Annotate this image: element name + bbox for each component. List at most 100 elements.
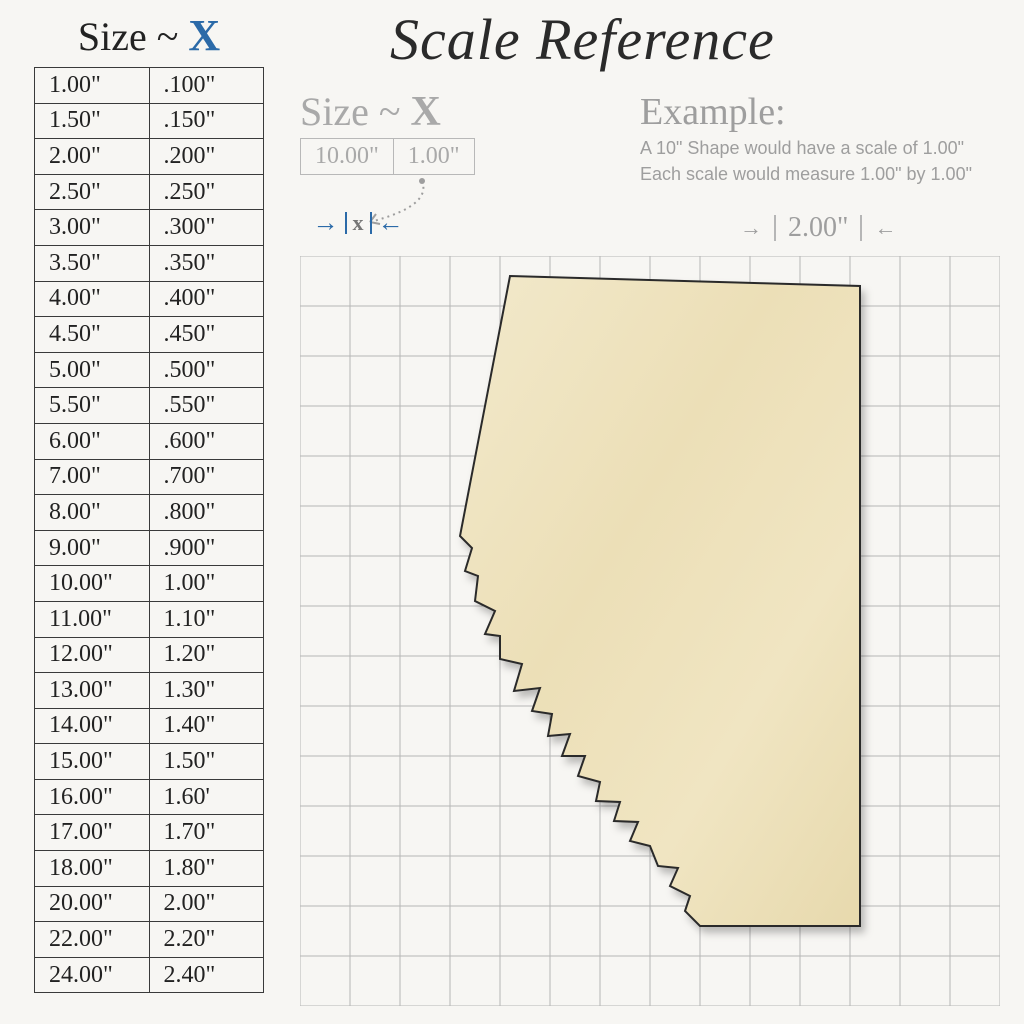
table-cell: 9.00"	[35, 530, 150, 566]
table-cell: .700"	[149, 459, 264, 495]
table-cell: 1.50"	[35, 103, 150, 139]
table-cell: 8.00"	[35, 495, 150, 531]
table-cell: 1.00"	[149, 566, 264, 602]
table-cell: 20.00"	[35, 886, 150, 922]
table-cell: .800"	[149, 495, 264, 531]
table-row: 3.50".350"	[35, 245, 264, 281]
table-row: 2.50".250"	[35, 174, 264, 210]
table-cell: 6.00"	[35, 423, 150, 459]
table-cell: .300"	[149, 210, 264, 246]
legend-size-prefix: Size ~	[300, 89, 411, 134]
table-cell: 2.00"	[35, 139, 150, 175]
table-cell: 7.00"	[35, 459, 150, 495]
table-cell: .200"	[149, 139, 264, 175]
scale-grid	[300, 256, 1000, 1006]
table-row: 9.00".900"	[35, 530, 264, 566]
table-cell: 2.20"	[149, 922, 264, 958]
table-cell: .100"	[149, 68, 264, 104]
table-cell: 1.10"	[149, 601, 264, 637]
x-marker-char: x	[353, 210, 364, 236]
table-row: 13.00"1.30"	[35, 673, 264, 709]
example-line2: Each scale would measure 1.00" by 1.00"	[640, 162, 1010, 186]
table-cell: .550"	[149, 388, 264, 424]
table-cell: 24.00"	[35, 957, 150, 993]
table-cell: 13.00"	[35, 673, 150, 709]
table-cell: 15.00"	[35, 744, 150, 780]
table-row: 7.00".700"	[35, 459, 264, 495]
two-inch-marker: → 2.00" ←	[740, 212, 896, 244]
table-row: 8.00".800"	[35, 495, 264, 531]
table-row: 5.50".550"	[35, 388, 264, 424]
x-marker-bar-left	[345, 212, 347, 234]
wood-shape	[460, 276, 860, 926]
legend-cell-scale: 1.00"	[394, 138, 475, 175]
table-cell: 1.30"	[149, 673, 264, 709]
table-cell: 12.00"	[35, 637, 150, 673]
page-title: Scale Reference	[390, 6, 775, 73]
table-cell: 4.00"	[35, 281, 150, 317]
table-cell: 1.50"	[149, 744, 264, 780]
table-cell: .350"	[149, 245, 264, 281]
table-row: 10.00"1.00"	[35, 566, 264, 602]
size-table-header-x: X	[188, 11, 220, 60]
table-row: 22.00"2.20"	[35, 922, 264, 958]
x-scale-marker: → x ←	[298, 210, 418, 236]
table-row: 16.00"1.60'	[35, 779, 264, 815]
two-inch-bar-left	[774, 215, 776, 241]
table-cell: .500"	[149, 352, 264, 388]
table-cell: .400"	[149, 281, 264, 317]
table-row: 24.00"2.40"	[35, 957, 264, 993]
table-cell: .250"	[149, 174, 264, 210]
table-cell: 1.00"	[35, 68, 150, 104]
table-cell: 2.40"	[149, 957, 264, 993]
table-row: 5.00".500"	[35, 352, 264, 388]
table-cell: 5.00"	[35, 352, 150, 388]
table-cell: .900"	[149, 530, 264, 566]
table-row: 1.00".100"	[35, 68, 264, 104]
table-cell: 1.60'	[149, 779, 264, 815]
table-row: 20.00"2.00"	[35, 886, 264, 922]
table-cell: 5.50"	[35, 388, 150, 424]
legend-cell-size: 10.00"	[300, 138, 394, 175]
table-cell: 1.80"	[149, 851, 264, 887]
arrow-left-icon: ←	[874, 215, 896, 241]
table-cell: 3.50"	[35, 245, 150, 281]
arrow-right-icon: →	[740, 215, 762, 241]
table-row: 3.00".300"	[35, 210, 264, 246]
table-row: 6.00".600"	[35, 423, 264, 459]
table-cell: 10.00"	[35, 566, 150, 602]
table-cell: 11.00"	[35, 601, 150, 637]
table-cell: .600"	[149, 423, 264, 459]
table-cell: .150"	[149, 103, 264, 139]
table-cell: .450"	[149, 317, 264, 353]
table-row: 11.00"1.10"	[35, 601, 264, 637]
table-cell: 22.00"	[35, 922, 150, 958]
table-row: 4.50".450"	[35, 317, 264, 353]
size-table: 1.00".100"1.50".150"2.00".200"2.50".250"…	[34, 67, 264, 993]
example-block: Example: A 10" Shape would have a scale …	[640, 90, 1010, 187]
table-cell: 2.00"	[149, 886, 264, 922]
table-row: 4.00".400"	[35, 281, 264, 317]
table-cell: 17.00"	[35, 815, 150, 851]
table-row: 18.00"1.80"	[35, 851, 264, 887]
table-cell: 2.50"	[35, 174, 150, 210]
table-cell: 4.50"	[35, 317, 150, 353]
table-cell: 18.00"	[35, 851, 150, 887]
table-cell: 1.40"	[149, 708, 264, 744]
table-cell: 3.00"	[35, 210, 150, 246]
size-table-header-prefix: Size ~	[78, 14, 189, 59]
table-cell: 1.70"	[149, 815, 264, 851]
x-marker-bar-right	[370, 212, 372, 234]
example-title: Example:	[640, 90, 1010, 134]
table-cell: 14.00"	[35, 708, 150, 744]
table-row: 17.00"1.70"	[35, 815, 264, 851]
table-cell: 1.20"	[149, 637, 264, 673]
legend-size-x: X	[411, 89, 441, 135]
table-cell: 16.00"	[35, 779, 150, 815]
table-row: 1.50".150"	[35, 103, 264, 139]
two-inch-label: 2.00"	[788, 212, 848, 244]
example-line1: A 10" Shape would have a scale of 1.00"	[640, 136, 1010, 160]
arrow-right-icon: →	[313, 210, 339, 236]
table-row: 14.00"1.40"	[35, 708, 264, 744]
size-table-container: Size ~ X 1.00".100"1.50".150"2.00".200"2…	[34, 10, 264, 993]
